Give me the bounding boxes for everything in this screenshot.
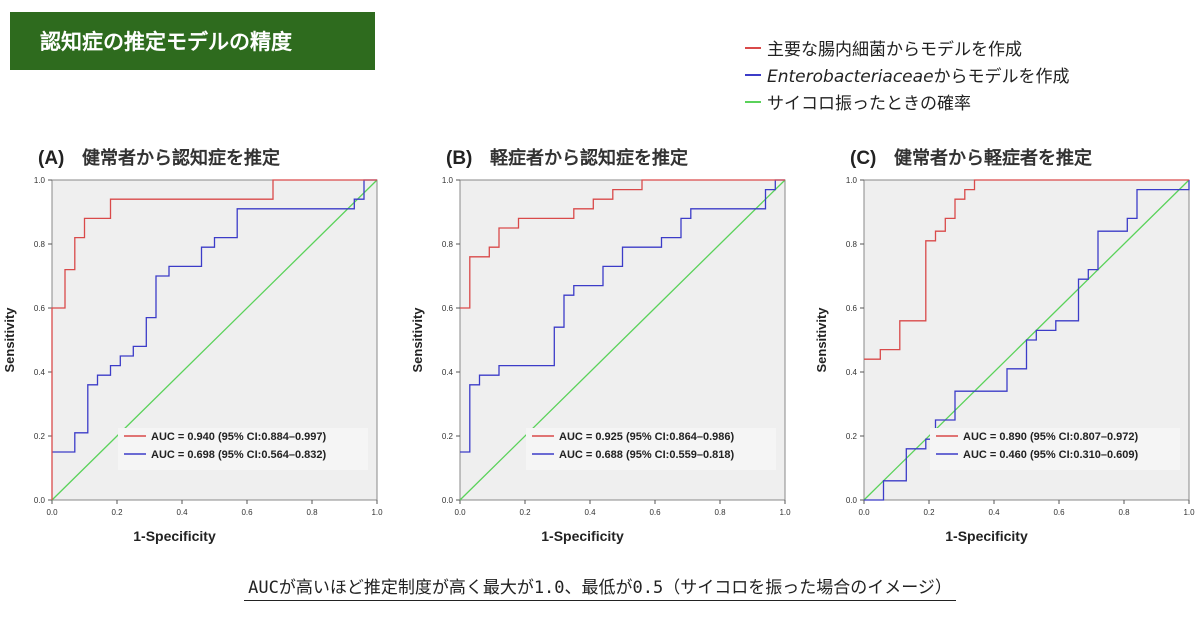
x-axis-label: 1-Specificity	[541, 528, 624, 544]
x-tick-label: 0.4	[584, 508, 596, 517]
legend-swatch-blue	[745, 73, 761, 76]
chart-title: 健常者から軽症者を推定	[894, 147, 1092, 168]
roc-curve-series-2	[459, 179, 786, 501]
x-tick-label: 1.0	[371, 508, 383, 517]
legend-label: サイコロ振ったときの確率	[767, 94, 971, 114]
roc-curve-series-1	[864, 180, 1190, 501]
x-tick-label: 0.0	[454, 508, 466, 517]
roc-curve-series-0	[864, 179, 1189, 360]
y-tick-label: 0.4	[34, 368, 46, 377]
x-tick-label: 0.8	[714, 508, 726, 517]
x-tick-label: 0.6	[241, 508, 253, 517]
roc-curve-series-1	[52, 179, 377, 453]
y-tick-label: 0.6	[34, 304, 46, 313]
roc-chart-a: (A) 健常者から認知症を推定 0.0 0.2 0.4 0.6 0.8 1.0 0.0 0.2 0.…	[2, 147, 383, 544]
roc-curve-series-1	[460, 179, 785, 453]
x-tick-label: 1.0	[779, 508, 791, 517]
x-tick-label: 0.8	[306, 508, 318, 517]
auc-legend-label: AUC = 0.940 (95% CI:0.884–0.997)	[151, 431, 327, 443]
page-title-text: 認知症の推定モデルの精度	[40, 30, 292, 54]
y-tick-label: 0.2	[846, 432, 858, 441]
x-tick-label: 0.4	[988, 508, 1000, 517]
x-tick-label: 1.0	[1183, 508, 1195, 517]
y-tick-label: 0.8	[846, 240, 858, 249]
x-tick-label: 0.4	[176, 508, 188, 517]
y-tick-label: 0.2	[442, 432, 454, 441]
roc-chart-b: (B) 軽症者から認知症を推定 0.0 0.2 0.4 0.6 0.8 1.0 0.0 0.2 0.…	[410, 147, 791, 544]
auc-legend-label: AUC = 0.688 (95% CI:0.559–0.818)	[559, 449, 735, 461]
y-tick-label: 0.0	[34, 496, 46, 505]
panel-label: (B)	[446, 148, 472, 169]
auc-legend-label: AUC = 0.460 (95% CI:0.310–0.609)	[963, 449, 1139, 461]
x-tick-label: 0.6	[1053, 508, 1065, 517]
auc-legend-label: AUC = 0.925 (95% CI:0.864–0.986)	[559, 431, 735, 443]
y-tick-label: 0.2	[34, 432, 46, 441]
x-tick-label: 0.6	[649, 508, 661, 517]
x-tick-label: 0.2	[519, 508, 531, 517]
auc-legend-label: AUC = 0.698 (95% CI:0.564–0.832)	[151, 449, 327, 461]
roc-curve-series-0	[51, 179, 377, 500]
legend-label-suffix: からモデルを作成	[933, 67, 1070, 87]
y-tick-label: 0.4	[442, 368, 454, 377]
x-axis-label: 1-Specificity	[945, 528, 1028, 544]
y-tick-label: 0.8	[34, 240, 46, 249]
roc-curve-series-2	[51, 179, 378, 501]
y-axis-label: Sensitivity	[814, 307, 829, 373]
x-tick-label: 0.0	[46, 508, 58, 517]
legend-item-main-bacteria: 主要な腸内細菌からモデルを作成	[745, 34, 1070, 61]
x-tick-label: 0.8	[1118, 508, 1130, 517]
chart-title: 軽症者から認知症を推定	[490, 147, 688, 168]
y-tick-label: 0.6	[442, 304, 454, 313]
x-tick-label: 0.2	[111, 508, 123, 517]
y-tick-label: 1.0	[442, 176, 454, 185]
caption-text: AUCが高いほど推定制度が高く最大が1.0、最低が0.5（サイコロを振った場合の…	[244, 578, 956, 601]
page-title: 認知症の推定モデルの精度	[10, 12, 375, 70]
chart-title: 健常者から認知症を推定	[82, 147, 280, 168]
y-tick-label: 0.8	[442, 240, 454, 249]
auc-legend-label: AUC = 0.890 (95% CI:0.807–0.972)	[963, 431, 1139, 443]
legend-swatch-red	[745, 46, 761, 49]
panel-label: (A)	[38, 148, 64, 169]
x-tick-label: 0.2	[923, 508, 935, 517]
top-legend: 主要な腸内細菌からモデルを作成 Enterobacteriaceaeからモデルを…	[745, 34, 1070, 115]
y-axis-label: Sensitivity	[2, 307, 17, 373]
caption: AUCが高いほど推定制度が高く最大が1.0、最低が0.5（サイコロを振った場合の…	[0, 573, 1200, 601]
roc-curve-series-0	[460, 179, 785, 309]
panel-label: (C)	[850, 148, 876, 169]
y-tick-label: 0.6	[846, 304, 858, 313]
y-tick-label: 0.0	[442, 496, 454, 505]
legend-label: Enterobacteriaceaeからモデルを作成	[767, 62, 1070, 87]
auc-legend-box	[930, 428, 1180, 470]
legend-swatch-green	[745, 100, 761, 103]
auc-legend-box	[526, 428, 776, 470]
y-tick-label: 1.0	[846, 176, 858, 185]
y-tick-label: 1.0	[34, 176, 46, 185]
legend-label: 主要な腸内細菌からモデルを作成	[767, 40, 1022, 60]
roc-chart-c: (C) 健常者から軽症者を推定 0.0 0.2 0.4 0.6 0.8 1.0 0.0 0.2 0.…	[814, 147, 1195, 544]
y-axis-label: Sensitivity	[410, 307, 425, 373]
legend-item-dice: サイコロ振ったときの確率	[745, 88, 1070, 115]
x-tick-label: 0.0	[858, 508, 870, 517]
y-tick-label: 0.4	[846, 368, 858, 377]
x-axis-label: 1-Specificity	[133, 528, 216, 544]
y-tick-label: 0.0	[846, 496, 858, 505]
auc-legend-box	[118, 428, 368, 470]
legend-item-enterobacteriaceae: Enterobacteriaceaeからモデルを作成	[745, 61, 1070, 88]
legend-label-italic: Enterobacteriaceae	[767, 67, 934, 87]
